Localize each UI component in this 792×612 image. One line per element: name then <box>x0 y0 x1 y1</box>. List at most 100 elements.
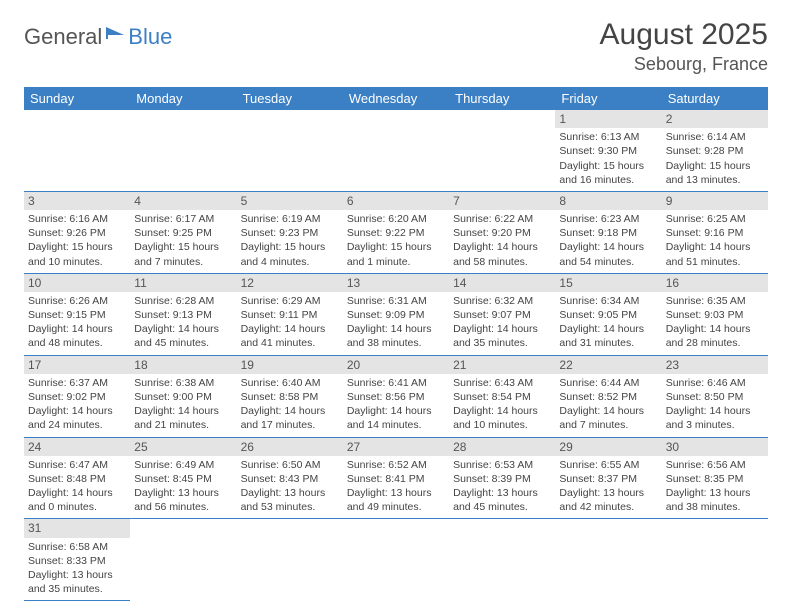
day-cell: 27 Sunrise: 6:52 AMSunset: 8:41 PMDayligh… <box>343 437 449 519</box>
day-details: Sunrise: 6:49 AMSunset: 8:45 PMDaylight:… <box>134 458 232 515</box>
weekday-header: Friday <box>555 87 661 110</box>
day-cell: 23 Sunrise: 6:46 AMSunset: 8:50 PMDayligh… <box>662 355 768 437</box>
day-details: Sunrise: 6:38 AMSunset: 9:00 PMDaylight:… <box>134 376 232 433</box>
day-cell: 10 Sunrise: 6:26 AMSunset: 9:15 PMDayligh… <box>24 273 130 355</box>
day-number: 10 <box>24 274 130 292</box>
day-details: Sunrise: 6:35 AMSunset: 9:03 PMDaylight:… <box>666 294 764 351</box>
day-details: Sunrise: 6:46 AMSunset: 8:50 PMDaylight:… <box>666 376 764 433</box>
day-cell: 30Sunrise: 6:56 AMSunset: 8:35 PMDayligh… <box>662 437 768 519</box>
day-number: 26 <box>237 438 343 456</box>
day-cell: 14 Sunrise: 6:32 AMSunset: 9:07 PMDayligh… <box>449 273 555 355</box>
day-number: 16 <box>662 274 768 292</box>
calendar-row: 10 Sunrise: 6:26 AMSunset: 9:15 PMDayligh… <box>24 273 768 355</box>
day-number: 23 <box>662 356 768 374</box>
day-details: Sunrise: 6:41 AMSunset: 8:56 PMDaylight:… <box>347 376 445 433</box>
day-number: 29 <box>555 438 661 456</box>
weekday-row: SundayMondayTuesdayWednesdayThursdayFrid… <box>24 87 768 110</box>
day-cell: 24 Sunrise: 6:47 AMSunset: 8:48 PMDayligh… <box>24 437 130 519</box>
empty-cell <box>555 519 661 601</box>
day-cell: 16 Sunrise: 6:35 AMSunset: 9:03 PMDayligh… <box>662 273 768 355</box>
day-details: Sunrise: 6:13 AMSunset: 9:30 PMDaylight:… <box>559 130 657 187</box>
brand-part2: Blue <box>128 24 172 50</box>
calendar-table: SundayMondayTuesdayWednesdayThursdayFrid… <box>24 87 768 601</box>
day-number: 27 <box>343 438 449 456</box>
day-number: 6 <box>343 192 449 210</box>
day-number: 14 <box>449 274 555 292</box>
day-number: 12 <box>237 274 343 292</box>
day-details: Sunrise: 6:19 AMSunset: 9:23 PMDaylight:… <box>241 212 339 269</box>
day-details: Sunrise: 6:52 AMSunset: 8:41 PMDaylight:… <box>347 458 445 515</box>
month-title: August 2025 <box>600 18 768 52</box>
day-details: Sunrise: 6:23 AMSunset: 9:18 PMDaylight:… <box>559 212 657 269</box>
day-details: Sunrise: 6:32 AMSunset: 9:07 PMDaylight:… <box>453 294 551 351</box>
day-number: 31 <box>24 519 130 537</box>
empty-cell <box>130 519 236 601</box>
weekday-header: Thursday <box>449 87 555 110</box>
empty-cell <box>343 110 449 191</box>
day-cell: 26 Sunrise: 6:50 AMSunset: 8:43 PMDayligh… <box>237 437 343 519</box>
day-cell: 20 Sunrise: 6:41 AMSunset: 8:56 PMDayligh… <box>343 355 449 437</box>
calendar-body: 1Sunrise: 6:13 AMSunset: 9:30 PMDaylight… <box>24 110 768 601</box>
day-details: Sunrise: 6:17 AMSunset: 9:25 PMDaylight:… <box>134 212 232 269</box>
day-cell: 31 Sunrise: 6:58 AMSunset: 8:33 PMDayligh… <box>24 519 130 601</box>
day-cell: 3 Sunrise: 6:16 AMSunset: 9:26 PMDaylight… <box>24 191 130 273</box>
weekday-header: Monday <box>130 87 236 110</box>
day-number: 7 <box>449 192 555 210</box>
day-number: 24 <box>24 438 130 456</box>
day-number: 15 <box>555 274 661 292</box>
day-cell: 2Sunrise: 6:14 AMSunset: 9:28 PMDaylight… <box>662 110 768 191</box>
day-cell: 13Sunrise: 6:31 AMSunset: 9:09 PMDayligh… <box>343 273 449 355</box>
day-details: Sunrise: 6:43 AMSunset: 8:54 PMDaylight:… <box>453 376 551 433</box>
calendar-row: 1Sunrise: 6:13 AMSunset: 9:30 PMDaylight… <box>24 110 768 191</box>
day-cell: 15 Sunrise: 6:34 AMSunset: 9:05 PMDayligh… <box>555 273 661 355</box>
day-cell: 8 Sunrise: 6:23 AMSunset: 9:18 PMDaylight… <box>555 191 661 273</box>
day-details: Sunrise: 6:34 AMSunset: 9:05 PMDaylight:… <box>559 294 657 351</box>
day-details: Sunrise: 6:28 AMSunset: 9:13 PMDaylight:… <box>134 294 232 351</box>
calendar-row: 24 Sunrise: 6:47 AMSunset: 8:48 PMDayligh… <box>24 437 768 519</box>
empty-cell <box>237 519 343 601</box>
calendar-row: 31 Sunrise: 6:58 AMSunset: 8:33 PMDayligh… <box>24 519 768 601</box>
day-details: Sunrise: 6:55 AMSunset: 8:37 PMDaylight:… <box>559 458 657 515</box>
day-number: 3 <box>24 192 130 210</box>
day-cell: 12 Sunrise: 6:29 AMSunset: 9:11 PMDayligh… <box>237 273 343 355</box>
location: Sebourg, France <box>600 54 768 75</box>
empty-cell <box>449 110 555 191</box>
empty-cell <box>24 110 130 191</box>
day-cell: 19 Sunrise: 6:40 AMSunset: 8:58 PMDayligh… <box>237 355 343 437</box>
day-number: 25 <box>130 438 236 456</box>
day-details: Sunrise: 6:14 AMSunset: 9:28 PMDaylight:… <box>666 130 764 187</box>
day-number: 30 <box>662 438 768 456</box>
day-details: Sunrise: 6:44 AMSunset: 8:52 PMDaylight:… <box>559 376 657 433</box>
day-details: Sunrise: 6:47 AMSunset: 8:48 PMDaylight:… <box>28 458 126 515</box>
day-cell: 5Sunrise: 6:19 AMSunset: 9:23 PMDaylight… <box>237 191 343 273</box>
day-number: 8 <box>555 192 661 210</box>
day-details: Sunrise: 6:16 AMSunset: 9:26 PMDaylight:… <box>28 212 126 269</box>
day-details: Sunrise: 6:37 AMSunset: 9:02 PMDaylight:… <box>28 376 126 433</box>
weekday-header: Sunday <box>24 87 130 110</box>
day-number: 4 <box>130 192 236 210</box>
day-details: Sunrise: 6:50 AMSunset: 8:43 PMDaylight:… <box>241 458 339 515</box>
day-details: Sunrise: 6:20 AMSunset: 9:22 PMDaylight:… <box>347 212 445 269</box>
calendar-row: 17 Sunrise: 6:37 AMSunset: 9:02 PMDayligh… <box>24 355 768 437</box>
day-cell: 7 Sunrise: 6:22 AMSunset: 9:20 PMDaylight… <box>449 191 555 273</box>
day-details: Sunrise: 6:29 AMSunset: 9:11 PMDaylight:… <box>241 294 339 351</box>
day-details: Sunrise: 6:40 AMSunset: 8:58 PMDaylight:… <box>241 376 339 433</box>
weekday-header: Tuesday <box>237 87 343 110</box>
day-cell: 1Sunrise: 6:13 AMSunset: 9:30 PMDaylight… <box>555 110 661 191</box>
day-details: Sunrise: 6:25 AMSunset: 9:16 PMDaylight:… <box>666 212 764 269</box>
day-details: Sunrise: 6:26 AMSunset: 9:15 PMDaylight:… <box>28 294 126 351</box>
day-number: 20 <box>343 356 449 374</box>
brand-part1: General <box>24 24 102 50</box>
day-number: 9 <box>662 192 768 210</box>
day-details: Sunrise: 6:22 AMSunset: 9:20 PMDaylight:… <box>453 212 551 269</box>
day-number: 17 <box>24 356 130 374</box>
day-details: Sunrise: 6:58 AMSunset: 8:33 PMDaylight:… <box>28 540 126 597</box>
day-cell: 21Sunrise: 6:43 AMSunset: 8:54 PMDayligh… <box>449 355 555 437</box>
day-number: 19 <box>237 356 343 374</box>
day-cell: 9 Sunrise: 6:25 AMSunset: 9:16 PMDaylight… <box>662 191 768 273</box>
calendar-row: 3 Sunrise: 6:16 AMSunset: 9:26 PMDaylight… <box>24 191 768 273</box>
day-cell: 11Sunrise: 6:28 AMSunset: 9:13 PMDayligh… <box>130 273 236 355</box>
day-details: Sunrise: 6:53 AMSunset: 8:39 PMDaylight:… <box>453 458 551 515</box>
weekday-header: Saturday <box>662 87 768 110</box>
header: General Blue August 2025 Sebourg, France <box>24 18 768 75</box>
